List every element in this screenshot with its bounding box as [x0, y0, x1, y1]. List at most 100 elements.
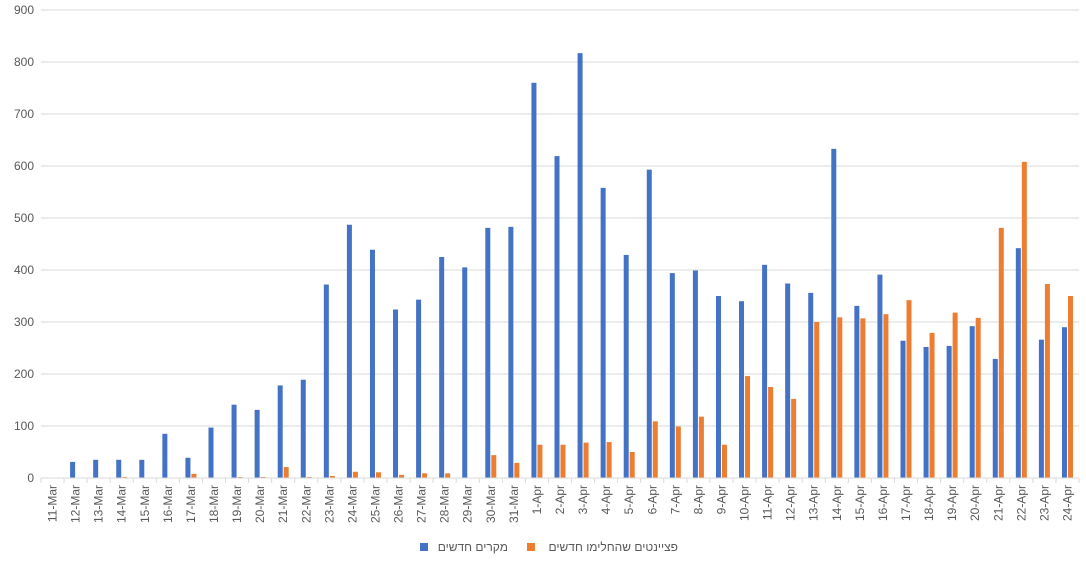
x-tick-label: 21-Apr: [991, 485, 1005, 521]
x-tick-label: 4-Apr: [599, 485, 613, 514]
bar: [883, 314, 889, 478]
x-tick-label: 23-Mar: [322, 485, 336, 523]
bar: [762, 264, 768, 478]
bar: [537, 444, 543, 478]
bar: [675, 426, 681, 478]
x-axis-ticks: 11-Mar 12-Mar 13-Mar 14-Mar 15-Mar 16-Mar 17-M…: [46, 485, 1075, 523]
x-tick-label: 20-Mar: [253, 485, 267, 523]
x-tick-label: 16-Mar: [161, 485, 175, 523]
bar: [369, 249, 375, 478]
x-tick-label: 14-Apr: [830, 485, 844, 521]
bar: [352, 471, 358, 478]
bar: [485, 227, 491, 478]
y-tick-label: 200: [14, 367, 34, 381]
legend-swatch: [420, 543, 428, 551]
x-axis: [40, 477, 1080, 483]
legend-label: מקרים חדשים: [438, 540, 508, 554]
x-tick-label: 10-Apr: [738, 485, 752, 521]
x-tick-label: 12-Mar: [69, 485, 83, 523]
y-tick-label: 900: [14, 3, 34, 17]
x-tick-label: 18-Apr: [922, 485, 936, 521]
x-tick-label: 16-Apr: [876, 485, 890, 521]
legend-label: פציינטים שהחלימו חדשים: [549, 540, 678, 554]
x-tick-label: 9-Apr: [714, 485, 728, 514]
bar: [300, 379, 306, 478]
y-tick-label: 100: [14, 419, 34, 433]
bar: [952, 312, 958, 478]
y-tick-label: 300: [14, 315, 34, 329]
bar: [514, 462, 520, 478]
y-tick-label: 800: [14, 55, 34, 69]
bar: [399, 474, 405, 478]
bar: [375, 472, 381, 478]
x-tick-label: 13-Mar: [92, 485, 106, 523]
x-tick-label: 19-Mar: [230, 485, 244, 523]
x-tick-label: 5-Apr: [622, 485, 636, 514]
bar: [669, 273, 675, 478]
bar: [652, 421, 658, 478]
bar: [808, 292, 814, 478]
x-tick-label: 28-Mar: [438, 485, 452, 523]
x-tick-label: 15-Apr: [853, 485, 867, 521]
x-tick-label: 20-Apr: [968, 485, 982, 521]
bar: [491, 455, 497, 478]
legend: מקרים חדשים פציינטים שהחלימו חדשים: [420, 540, 678, 554]
bar: [462, 267, 468, 478]
bar: [277, 385, 283, 478]
x-tick-label: 24-Apr: [1060, 485, 1074, 521]
bar: [346, 224, 352, 478]
bar: [860, 318, 866, 478]
x-tick-label: 3-Apr: [576, 485, 590, 514]
bar: [583, 442, 589, 478]
x-tick-label: 11-Mar: [46, 485, 60, 522]
bar: [116, 459, 122, 478]
bar: [1015, 248, 1021, 478]
x-tick-label: 24-Mar: [345, 485, 359, 523]
y-axis-ticks: 0 100 200 300 400 500 600 700 800 900: [14, 3, 34, 485]
x-tick-label: 18-Mar: [207, 485, 221, 523]
bar: [237, 476, 243, 478]
bar: [946, 345, 952, 478]
bar: [393, 309, 399, 478]
bar: [785, 283, 791, 478]
bar: [646, 169, 652, 478]
x-tick-label: 21-Mar: [276, 485, 290, 523]
bar: [162, 433, 168, 478]
bar: [139, 459, 145, 478]
bar: [715, 296, 721, 478]
bar: [1038, 339, 1044, 478]
x-tick-label: 17-Apr: [899, 485, 913, 521]
bars: [70, 53, 1073, 479]
bar: [306, 476, 312, 478]
x-tick-label: 19-Apr: [945, 485, 959, 521]
x-tick-label: 31-Mar: [507, 485, 521, 523]
bar: [877, 274, 883, 478]
x-tick-label: 22-Mar: [299, 485, 313, 523]
bar: [329, 475, 335, 478]
bar: [560, 444, 566, 478]
x-tick-label: 2-Apr: [553, 485, 567, 514]
bar: [508, 226, 514, 478]
x-tick-label: 12-Apr: [784, 485, 798, 521]
bar: [969, 326, 975, 478]
bar: [254, 409, 260, 478]
x-tick-label: 26-Mar: [392, 485, 406, 523]
gridlines: [41, 9, 1079, 427]
x-tick-label: 29-Mar: [461, 485, 475, 523]
x-tick-label: 15-Mar: [138, 485, 152, 523]
bar: [906, 300, 912, 478]
bar: [791, 398, 797, 478]
x-tick-label: 23-Apr: [1037, 485, 1051, 521]
x-tick-label: 14-Mar: [115, 485, 129, 523]
bar: [745, 376, 751, 478]
bar: [1021, 161, 1027, 478]
x-tick-label: 11-Apr: [761, 485, 775, 520]
bar: [692, 270, 698, 478]
bar: [721, 444, 727, 478]
bar: [122, 476, 128, 478]
bar: [231, 404, 237, 478]
bar: [698, 416, 704, 478]
x-tick-label: 13-Apr: [807, 485, 821, 521]
x-tick-label: 6-Apr: [645, 485, 659, 514]
bar: [923, 346, 929, 478]
